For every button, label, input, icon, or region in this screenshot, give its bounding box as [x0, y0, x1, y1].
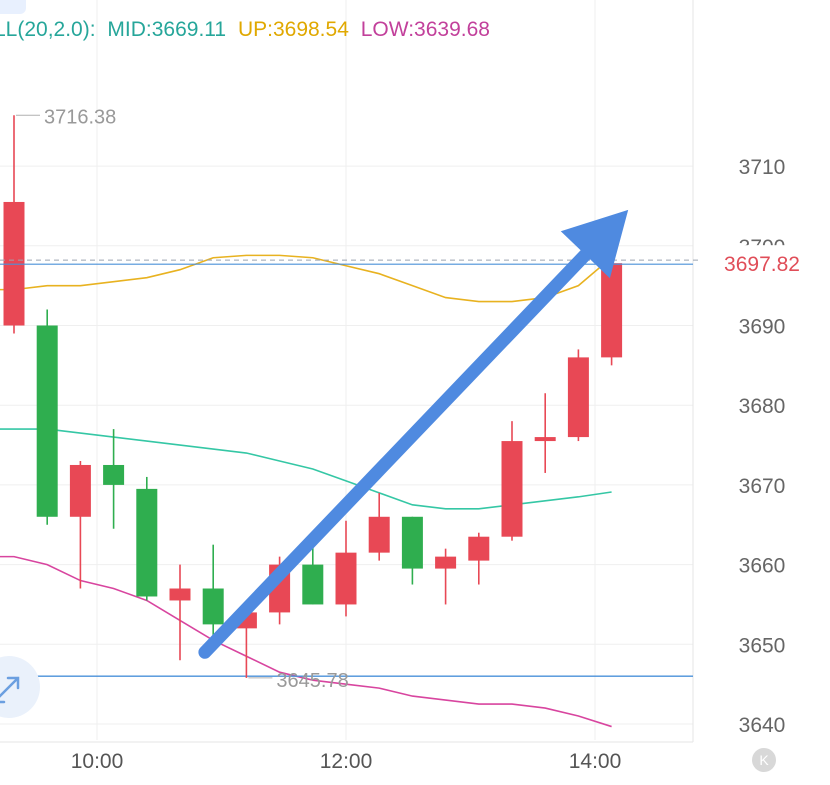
- candle-body: [468, 536, 490, 561]
- candle-body: [103, 464, 125, 485]
- up-value: 3698.54: [272, 18, 349, 41]
- candle-body: [169, 588, 191, 601]
- indicator-name: LL(20,2.0):: [0, 18, 96, 41]
- candle-body: [202, 588, 224, 625]
- y-tick-label: 3690: [739, 316, 786, 339]
- y-tick-label: 3670: [739, 475, 786, 498]
- last-price-label: 3697.82: [724, 253, 800, 276]
- trend-arrow-head: [560, 209, 629, 279]
- up-label: UP:: [237, 18, 273, 41]
- y-tick-label: 3640: [739, 714, 786, 737]
- y-tick-label: 3660: [739, 555, 786, 578]
- bollinger-legend: LL(20,2.0): MID:3669.11 UP:3698.54 LOW:3…: [0, 18, 490, 42]
- candle-body: [36, 325, 58, 517]
- mid-label: MID:: [107, 18, 152, 41]
- candle-body: [401, 516, 423, 569]
- candle-body: [567, 357, 589, 438]
- zoom-button[interactable]: [0, 656, 40, 718]
- y-tick-label: 3710: [739, 156, 786, 179]
- low-label: LOW:: [360, 18, 415, 41]
- x-tick-label: 10:00: [71, 750, 124, 773]
- x-tick-label: 14:00: [569, 750, 622, 773]
- candle-body: [534, 437, 556, 442]
- bollinger-upper-line: [0, 254, 613, 303]
- x-tick-label: 12:00: [320, 750, 373, 773]
- candle-body: [368, 516, 390, 553]
- candle-body: [601, 263, 623, 358]
- candle-body: [435, 556, 457, 569]
- last-price-label-bg: [700, 245, 830, 280]
- candle-body: [302, 564, 324, 605]
- candle-body: [501, 441, 523, 537]
- y-tick-label: 3680: [739, 395, 786, 418]
- low-marker-label: 3645.78: [276, 670, 348, 692]
- candle-body: [136, 488, 158, 597]
- mid-value: 3669.11: [151, 18, 227, 41]
- indicator-tab[interactable]: [0, 0, 26, 14]
- k-button[interactable]: K: [752, 748, 776, 772]
- y-tick-label: 3650: [739, 634, 786, 657]
- expand-icon: [0, 676, 20, 704]
- candle-body: [335, 552, 357, 605]
- high-marker-label: 3716.38: [44, 106, 116, 128]
- trend-arrow-shaft: [198, 248, 592, 659]
- low-value: 3639.68: [414, 18, 490, 41]
- candle-body: [69, 464, 91, 517]
